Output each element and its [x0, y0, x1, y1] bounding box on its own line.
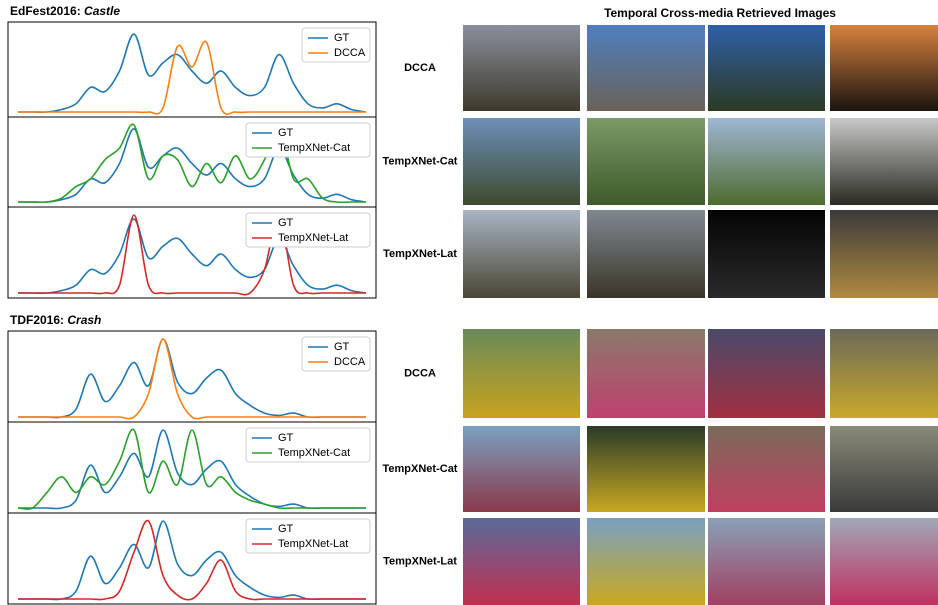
event-title: TDF2016: Crash — [10, 313, 101, 327]
retrieved-image — [587, 25, 705, 111]
header: Temporal Cross-media Retrieved Images — [604, 6, 836, 20]
retrieved-image — [463, 25, 580, 111]
legend-label: TempXNet-Cat — [278, 142, 350, 154]
retrieved-image — [708, 118, 825, 205]
retrieved-image — [708, 426, 825, 512]
method-label: TempXNet-Lat — [383, 555, 457, 567]
retrieved-image — [830, 25, 938, 111]
method-label: DCCA — [404, 62, 436, 74]
retrieved-image — [830, 426, 938, 512]
event-prefix: TDF2016: — [10, 313, 64, 327]
retrieved-image — [708, 518, 825, 605]
retrieved-image — [587, 210, 705, 298]
retrieved-image — [708, 210, 825, 298]
legend-label: GT — [334, 32, 350, 44]
retrieved-image — [463, 118, 580, 205]
retrieved-image — [830, 329, 938, 418]
retrieved-image — [708, 329, 825, 418]
method-label: TempXNet-Lat — [383, 248, 457, 260]
legend-label: DCCA — [334, 356, 366, 368]
method-label: TempXNet-Cat — [383, 463, 458, 475]
legend-label: TempXNet-Lat — [278, 232, 348, 244]
retrieved-image — [830, 518, 938, 605]
retrieved-image — [587, 118, 705, 205]
legend-label: GT — [278, 432, 294, 444]
method-label: TempXNet-Cat — [383, 155, 458, 167]
figure: Temporal Cross-media Retrieved Images Ed… — [0, 0, 938, 605]
legend-label: TempXNet-Cat — [278, 447, 350, 459]
retrieved-image — [587, 426, 705, 512]
retrieved-image — [463, 426, 580, 512]
retrieved-image — [463, 329, 580, 418]
retrieved-image — [587, 329, 705, 418]
method-label: DCCA — [404, 367, 436, 379]
legend-label: GT — [334, 341, 350, 353]
retrieved-image — [708, 25, 825, 111]
legend-label: GT — [278, 523, 294, 535]
retrieved-image — [587, 518, 705, 605]
legend-label: GT — [278, 127, 294, 139]
legend-label: TempXNet-Lat — [278, 538, 348, 550]
event-name: Crash — [67, 313, 101, 327]
retrieved-image — [463, 210, 580, 298]
retrieved-image — [830, 210, 938, 298]
retrieved-image — [830, 118, 938, 205]
event-title: EdFest2016: Castle — [10, 4, 120, 18]
event-prefix: EdFest2016: — [10, 4, 81, 18]
legend-label: GT — [278, 217, 294, 229]
legend-label: DCCA — [334, 47, 366, 59]
retrieved-image — [463, 518, 580, 605]
event-name: Castle — [84, 4, 120, 18]
